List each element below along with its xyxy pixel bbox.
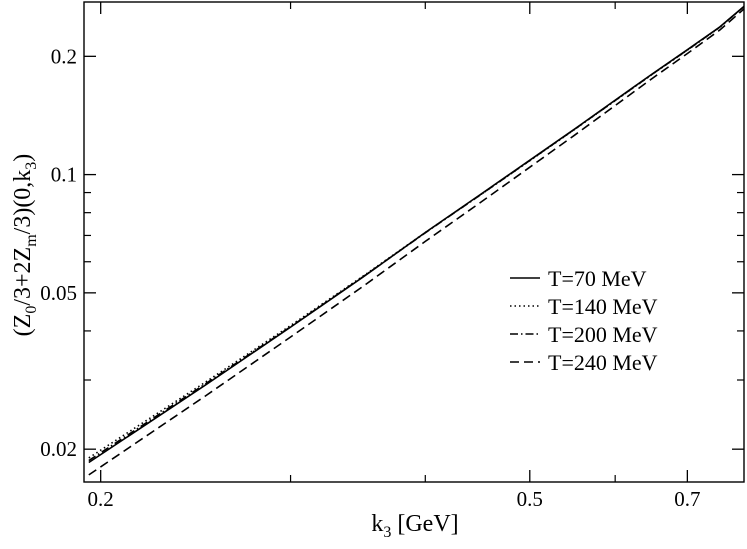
series-line-4 [88, 8, 744, 476]
x-axis-label: k3 [GeV] [371, 511, 458, 541]
series-line-2 [88, 6, 744, 459]
y-tick-label: 0.05 [40, 281, 77, 305]
legend-label-1: T=70 MeV [548, 266, 647, 291]
series-lines [88, 5, 744, 476]
legend-label-2: T=140 MeV [548, 294, 658, 319]
x-tick-label: 0.5 [517, 487, 543, 511]
legend-label-4: T=240 MeV [548, 350, 658, 375]
y-tick-label: 0.1 [51, 163, 77, 187]
y-tick-label: 0.02 [40, 437, 77, 461]
minor-ticks [84, 2, 744, 482]
y-tick-label: 0.2 [51, 44, 77, 68]
plot-frame [83, 1, 745, 483]
series-line-3 [88, 5, 744, 462]
y-axis-label: (Z0/3+2Zm/3)(0,k3) [10, 154, 40, 337]
major-ticks: 0.2 0.5 0.7 0.02 0.05 0.1 0.2 [40, 2, 744, 511]
x-tick-label: 0.7 [674, 487, 700, 511]
x-tick-label: 0.2 [88, 487, 114, 511]
legend-label-3: T=200 MeV [548, 322, 658, 347]
legend: T=70 MeV T=140 MeV T=200 MeV T=240 MeV [510, 266, 658, 375]
